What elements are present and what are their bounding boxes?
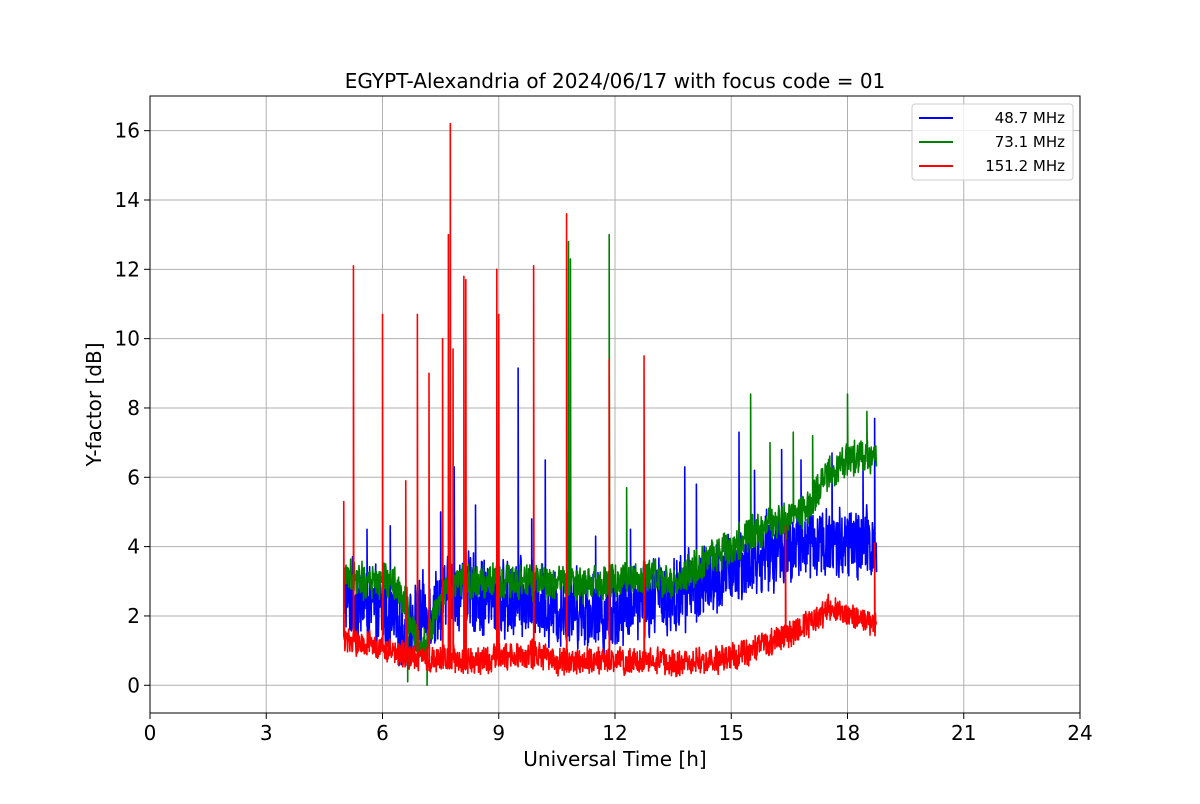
legend-label-2: 151.2 MHz	[985, 157, 1065, 175]
legend-label-1: 73.1 MHz	[985, 133, 1065, 151]
x-axis-label: Universal Time [h]	[523, 747, 706, 771]
x-tick-label: 3	[260, 721, 273, 745]
x-tick-label: 18	[835, 721, 860, 745]
series-area	[342, 122, 878, 687]
x-tick-label: 12	[602, 721, 627, 745]
legend-label-0: 48.7 MHz	[985, 109, 1065, 127]
y-tick-label: 2	[127, 604, 140, 628]
y-tick-label: 0	[127, 673, 140, 697]
y-axis-label: Y-factor [dB]	[82, 342, 106, 467]
x-tick-label: 21	[951, 721, 976, 745]
x-tick-label: 24	[1067, 721, 1092, 745]
x-tick-label: 9	[492, 721, 505, 745]
x-tick-label: 6	[376, 721, 389, 745]
series-line-2	[342, 122, 878, 678]
chart-title: EGYPT-Alexandria of 2024/06/17 with focu…	[345, 69, 886, 93]
series-line-1	[342, 233, 878, 687]
y-tick-label: 12	[115, 257, 140, 281]
x-tick-label: 0	[144, 721, 157, 745]
y-tick-label: 14	[115, 188, 140, 212]
y-tick-label: 6	[127, 465, 140, 489]
y-tick-label: 16	[115, 119, 140, 143]
legend: 48.7 MHz 73.1 MHz 151.2 MHz	[911, 103, 1074, 181]
y-tick-label: 4	[127, 535, 140, 559]
legend-box	[911, 103, 1074, 181]
y-tick-label: 8	[127, 396, 140, 420]
y-tick-label: 10	[115, 327, 140, 351]
x-tick-label: 15	[719, 721, 744, 745]
